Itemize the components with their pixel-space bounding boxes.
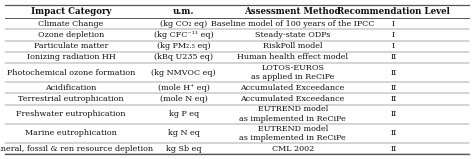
Text: Freshwater eutrophication: Freshwater eutrophication (16, 110, 126, 118)
Text: I: I (392, 31, 395, 39)
Text: kg P eq: kg P eq (169, 110, 199, 118)
Text: II: II (390, 129, 397, 137)
Text: (kBq U235 eq): (kBq U235 eq) (154, 53, 213, 61)
Text: u.m.: u.m. (173, 7, 194, 16)
Text: (kg CFC⁻¹¹ eq): (kg CFC⁻¹¹ eq) (154, 31, 214, 39)
Text: (mole N eq): (mole N eq) (160, 95, 208, 103)
Text: kg N eq: kg N eq (168, 129, 200, 137)
Text: (mole H⁺ eq): (mole H⁺ eq) (158, 84, 210, 92)
Text: II: II (390, 145, 397, 153)
Text: Climate Change: Climate Change (38, 20, 104, 28)
Text: LOTOS-EUROS
as applied in ReCiPe: LOTOS-EUROS as applied in ReCiPe (251, 64, 334, 81)
Text: Particulate matter: Particulate matter (34, 42, 108, 50)
Text: I: I (392, 42, 395, 50)
Text: Photochemical ozone formation: Photochemical ozone formation (7, 69, 135, 76)
Text: kg Sb eq: kg Sb eq (166, 145, 201, 153)
Text: RiskPoll model: RiskPoll model (263, 42, 322, 50)
Text: Steady-state ODPs: Steady-state ODPs (255, 31, 330, 39)
Text: Ionizing radiation HH: Ionizing radiation HH (27, 53, 116, 61)
Text: II: II (390, 84, 397, 92)
Text: CML 2002: CML 2002 (272, 145, 314, 153)
Text: EUTREND model
as implemented in ReCiPe: EUTREND model as implemented in ReCiPe (239, 124, 346, 142)
Text: Marine eutrophication: Marine eutrophication (25, 129, 117, 137)
Text: Assessment Method: Assessment Method (245, 7, 341, 16)
Text: (kg CO₂ eq): (kg CO₂ eq) (160, 20, 207, 28)
Text: Accumulated Exceedance: Accumulated Exceedance (240, 95, 345, 103)
Text: II: II (390, 69, 397, 76)
Text: II: II (390, 53, 397, 61)
Text: Terrestrial eutrophication: Terrestrial eutrophication (18, 95, 124, 103)
Text: EUTREND model
as implemented in ReCiPe: EUTREND model as implemented in ReCiPe (239, 105, 346, 123)
Text: II: II (390, 95, 397, 103)
Text: Impact Category: Impact Category (31, 7, 111, 16)
Text: I: I (392, 20, 395, 28)
Text: Baseline model of 100 years of the IPCC: Baseline model of 100 years of the IPCC (211, 20, 374, 28)
Text: Human health effect model: Human health effect model (237, 53, 348, 61)
Text: Mineral, fossil & ren resource depletion: Mineral, fossil & ren resource depletion (0, 145, 153, 153)
Text: Acidification: Acidification (46, 84, 97, 92)
Text: II: II (390, 110, 397, 118)
Text: Recommendation Level: Recommendation Level (337, 7, 450, 16)
Text: Ozone depletion: Ozone depletion (38, 31, 104, 39)
Text: Accumulated Exceedance: Accumulated Exceedance (240, 84, 345, 92)
Text: (kg PM₂.₅ eq): (kg PM₂.₅ eq) (157, 42, 210, 50)
Text: (kg NMVOC eq): (kg NMVOC eq) (151, 69, 216, 76)
